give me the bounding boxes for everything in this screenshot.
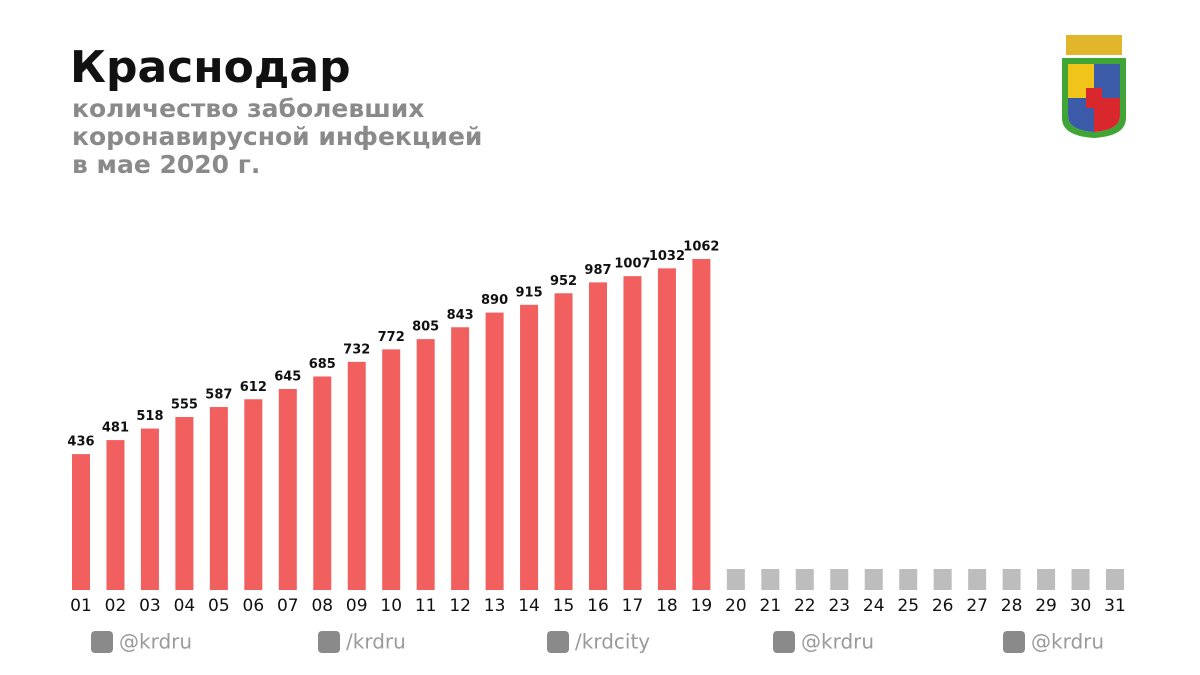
data-label: 915 (515, 285, 542, 300)
data-label: 1062 (683, 240, 719, 255)
data-label: 732 (343, 342, 370, 357)
placeholder-bar (864, 569, 883, 590)
x-tick-label: 18 (656, 596, 678, 616)
bar (313, 376, 332, 590)
x-tick-label: 07 (277, 596, 299, 616)
placeholder-bar (1071, 569, 1090, 590)
bar (692, 259, 711, 590)
placeholder-bar (761, 569, 780, 590)
x-tick-label: 19 (691, 596, 713, 616)
bar (278, 388, 297, 590)
data-label: 1032 (649, 249, 685, 264)
footer-handle: @krdru (801, 630, 874, 654)
bar (175, 417, 194, 590)
data-label: 481 (102, 421, 129, 436)
data-label: 843 (447, 308, 474, 323)
x-tick-label: 12 (449, 596, 471, 616)
x-tick-label: 27 (966, 596, 988, 616)
data-label: 518 (136, 409, 163, 424)
data-label: 436 (67, 435, 94, 450)
data-label: 645 (274, 369, 301, 384)
bar (451, 327, 470, 590)
bar (520, 304, 539, 590)
coat-of-arms (1062, 35, 1126, 138)
x-tick-label: 05 (208, 596, 230, 616)
x-tick-label: 22 (794, 596, 816, 616)
footer-icons (91, 631, 1025, 653)
x-tick-label: 29 (1035, 596, 1057, 616)
x-tick-label: 28 (1001, 596, 1023, 616)
x-tick-label: 06 (243, 596, 265, 616)
x-tick-label: 03 (139, 596, 161, 616)
placeholder-bar (830, 569, 849, 590)
subtitle: в мае 2020 г. (72, 150, 260, 179)
footer-handle: /krdru (346, 630, 406, 654)
data-label: 587 (205, 388, 232, 403)
subtitle: коронавирусной инфекцией (72, 122, 482, 151)
bar (657, 268, 676, 590)
data-label: 555 (171, 398, 198, 413)
x-tick-label: 30 (1070, 596, 1092, 616)
chart-title: Краснодар (70, 42, 351, 93)
data-label: 805 (412, 320, 439, 335)
bar (106, 440, 125, 590)
x-tick-label: 21 (760, 596, 782, 616)
bar (244, 399, 263, 590)
data-label: 772 (378, 330, 405, 345)
data-label: 1007 (614, 257, 650, 272)
bar (209, 407, 228, 590)
bar (623, 276, 642, 590)
data-label: 890 (481, 293, 508, 308)
bar (72, 454, 90, 590)
x-tick-label: 31 (1104, 596, 1126, 616)
x-tick-label: 24 (863, 596, 885, 616)
placeholder-bar (1106, 569, 1124, 590)
x-tick-label: 10 (380, 596, 402, 616)
footer-handle: @krdru (1031, 630, 1104, 654)
x-tick-label: 23 (828, 596, 850, 616)
x-tick-label: 16 (587, 596, 609, 616)
bar (485, 312, 504, 590)
x-tick-label: 20 (725, 596, 747, 616)
placeholder-bar (968, 569, 987, 590)
x-tick-label: 17 (622, 596, 644, 616)
bar (382, 349, 401, 590)
data-label: 612 (240, 380, 267, 395)
data-label: 685 (309, 357, 336, 372)
footer-handle: @krdru (119, 630, 192, 654)
placeholder-bar (933, 569, 952, 590)
x-tick-label: 25 (897, 596, 919, 616)
bar (416, 339, 435, 590)
subtitle: количество заболевших (72, 94, 424, 123)
bar (554, 293, 573, 590)
placeholder-bar (1002, 569, 1021, 590)
footer-handle: /krdcity (575, 630, 650, 654)
placeholder-bar (899, 569, 918, 590)
x-tick-label: 13 (484, 596, 506, 616)
x-tick-label: 02 (105, 596, 127, 616)
bar (347, 361, 366, 590)
x-tick-label: 14 (518, 596, 540, 616)
x-tick-label: 15 (553, 596, 575, 616)
bar (140, 428, 159, 590)
x-tick-label: 08 (311, 596, 333, 616)
data-label: 952 (550, 274, 577, 289)
x-tick-label: 04 (174, 596, 196, 616)
x-tick-label: 11 (415, 596, 437, 616)
data-label: 987 (584, 263, 611, 278)
x-tick-label: 26 (932, 596, 954, 616)
x-tick-label: 01 (70, 596, 92, 616)
placeholder-bar (726, 569, 745, 590)
x-tick-label: 09 (346, 596, 368, 616)
placeholder-bar (1037, 569, 1056, 590)
bar (589, 282, 607, 590)
placeholder-bar (795, 569, 814, 590)
